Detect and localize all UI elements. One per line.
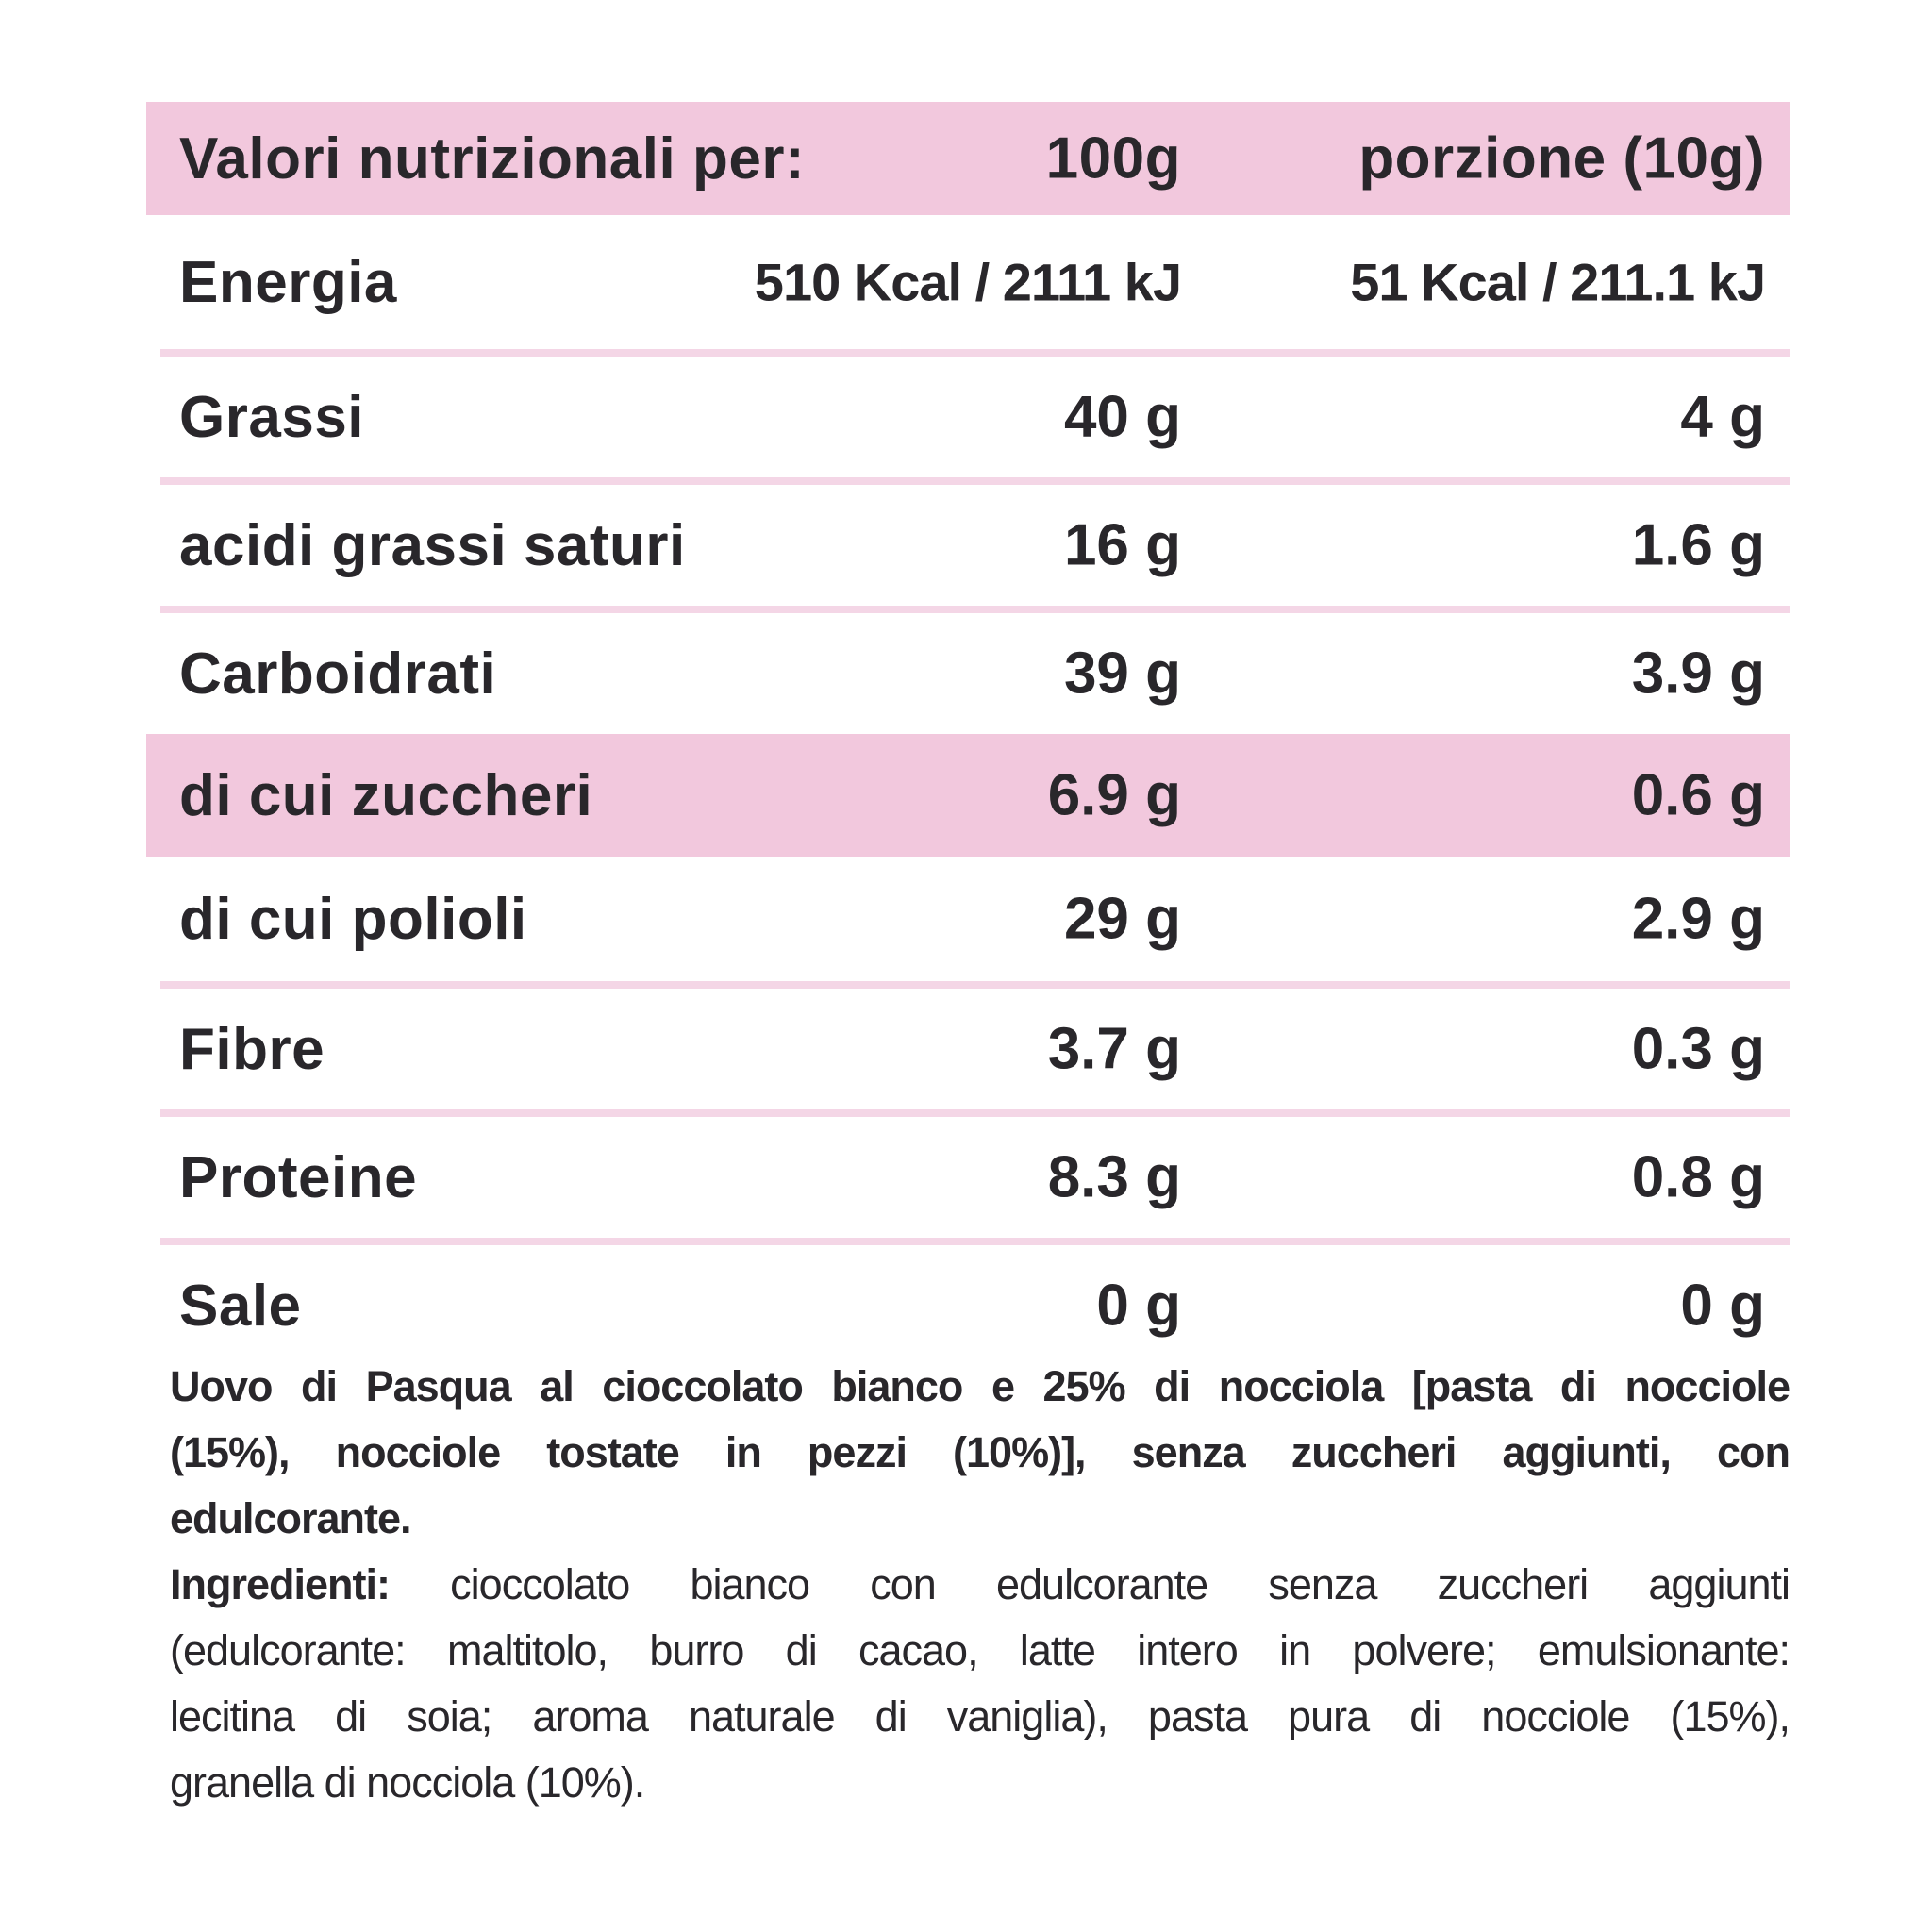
row-divider	[160, 606, 1790, 613]
row-value-100g: 0 g	[1096, 1273, 1181, 1339]
row-value-100g: 39 g	[1063, 641, 1181, 707]
row-label: acidi grassi saturi	[179, 512, 686, 578]
table-row-grassi: Grassi 40 g 4 g	[146, 357, 1790, 477]
row-label: Grassi	[179, 384, 365, 450]
row-value-portion: 0.8 g	[1631, 1144, 1765, 1210]
row-value-portion: 3.9 g	[1631, 641, 1765, 707]
row-divider	[160, 349, 1790, 357]
row-value-100g: 3.7 g	[1047, 1016, 1181, 1082]
row-value-portion: 0 g	[1680, 1273, 1765, 1339]
table-row-carboidrati: Carboidrati 39 g 3.9 g	[146, 613, 1790, 734]
table-row-sale: Sale 0 g 0 g	[146, 1245, 1790, 1366]
table-header-title: Valori nutrizionali per:	[179, 125, 806, 192]
row-divider	[160, 1109, 1790, 1117]
table-row-energia: Energia 510 Kcal / 2111 kJ 51 Kcal / 211…	[146, 215, 1790, 349]
ingredients-line: (edulcorante: maltitolo, burro di cacao,…	[170, 1626, 1790, 1674]
row-label: Sale	[179, 1273, 302, 1339]
table-header-row: Valori nutrizionali per: 100g porzione (…	[146, 102, 1790, 215]
row-divider	[160, 981, 1790, 989]
table-row-acidi-grassi-saturi: acidi grassi saturi 16 g 1.6 g	[146, 485, 1790, 606]
row-value-portion: 4 g	[1680, 384, 1765, 450]
product-description-line: Uovo di Pasqua al cioccolato bianco e 25…	[170, 1362, 1790, 1410]
label-text-block: Uovo di Pasqua al cioccolato bianco e 25…	[170, 1354, 1790, 1816]
product-description-line: (15%), nocciole tostate in pezzi (10%)],…	[170, 1428, 1790, 1476]
row-label: Proteine	[179, 1144, 418, 1210]
ingredients-line: lecitina di soia; aroma naturale di vani…	[170, 1692, 1790, 1740]
row-value-portion: 1.6 g	[1631, 512, 1765, 578]
row-label: Carboidrati	[179, 641, 497, 707]
table-row-proteine: Proteine 8.3 g 0.8 g	[146, 1117, 1790, 1238]
row-label: Fibre	[179, 1016, 325, 1082]
row-value-100g: 8.3 g	[1047, 1144, 1181, 1210]
row-value-100g: 16 g	[1063, 512, 1181, 578]
row-value-100g: 6.9 g	[1047, 762, 1181, 828]
row-divider	[160, 1238, 1790, 1245]
table-row-di-cui-zuccheri: di cui zuccheri 6.9 g 0.6 g	[146, 734, 1790, 857]
ingredients-label: Ingredienti:	[170, 1560, 391, 1608]
row-value-100g: 29 g	[1063, 886, 1181, 952]
row-value-100g: 40 g	[1063, 384, 1181, 450]
column-header-portion: porzione (10g)	[1358, 125, 1765, 192]
row-value-portion: 2.9 g	[1631, 886, 1765, 952]
product-description-line: edulcorante.	[170, 1494, 412, 1542]
ingredients-text: cioccolato bianco con edulcorante senza …	[390, 1560, 1790, 1608]
row-label: di cui zuccheri	[179, 762, 593, 828]
ingredients-line: granella di nocciola (10%).	[170, 1758, 645, 1807]
column-header-100g: 100g	[1045, 125, 1181, 192]
table-row-fibre: Fibre 3.7 g 0.3 g	[146, 989, 1790, 1109]
table-row-di-cui-polioli: di cui polioli 29 g 2.9 g	[146, 857, 1790, 981]
row-value-100g: 510 Kcal / 2111 kJ	[754, 252, 1182, 312]
row-value-portion: 0.3 g	[1631, 1016, 1765, 1082]
row-value-portion: 51 Kcal / 211.1 kJ	[1350, 252, 1766, 312]
ingredients-line: Ingredienti: cioccolato bianco con edulc…	[170, 1552, 1790, 1618]
row-value-portion: 0.6 g	[1631, 762, 1765, 828]
row-label: Energia	[179, 249, 397, 315]
row-divider	[160, 477, 1790, 485]
row-label: di cui polioli	[179, 886, 527, 952]
